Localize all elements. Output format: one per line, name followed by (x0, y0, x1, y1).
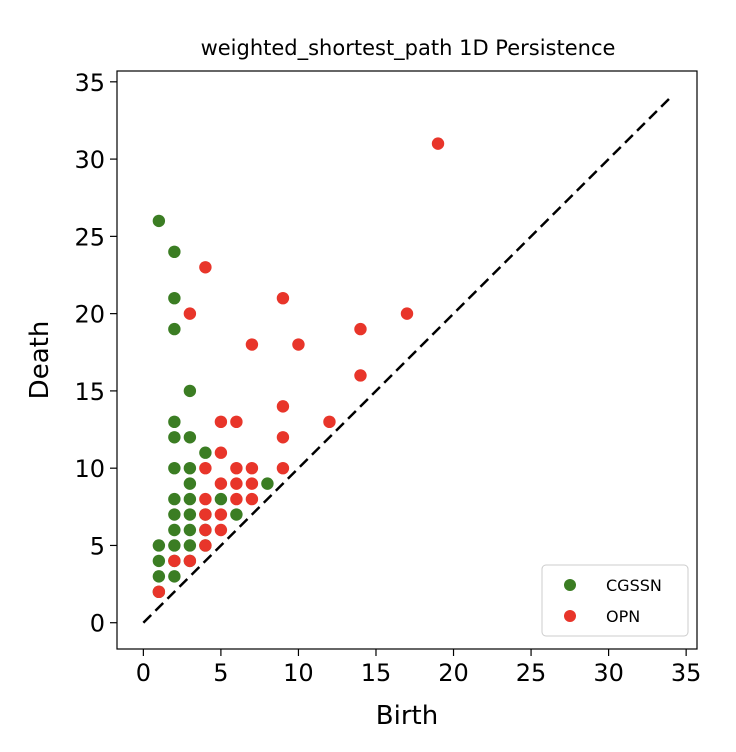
point-cgssn (168, 415, 181, 429)
y-tick-label: 20 (74, 301, 105, 329)
point-opn (214, 508, 228, 521)
point-opn (230, 477, 243, 490)
point-cgssn (168, 523, 181, 537)
point-cgssn (168, 539, 181, 552)
point-opn (199, 461, 212, 475)
point-opn (292, 338, 305, 351)
point-opn (214, 523, 228, 537)
point-cgssn (168, 508, 181, 521)
point-cgssn (230, 508, 243, 521)
point-cgssn (168, 322, 181, 336)
point-opn (214, 415, 228, 429)
x-tick-label: 30 (593, 659, 624, 687)
point-cgssn (168, 245, 181, 259)
chart-title: weighted_shortest_path 1D Persistence (201, 36, 616, 61)
point-opn (230, 461, 243, 475)
point-cgssn (183, 492, 197, 506)
point-opn (354, 369, 367, 382)
point-cgssn (152, 214, 166, 228)
point-opn (400, 307, 414, 320)
point-cgssn (183, 508, 197, 521)
y-tick-label: 35 (74, 69, 105, 97)
point-cgssn (152, 539, 166, 552)
point-opn (245, 338, 259, 351)
point-cgssn (261, 477, 274, 490)
diagonal-line (142, 96, 672, 624)
x-tick-label: 5 (213, 659, 228, 687)
legend-marker-cgssn (564, 579, 576, 591)
point-opn (230, 492, 243, 506)
y-axis: 0 5 10 15 20 25 30 35 (74, 69, 117, 638)
point-opn (431, 137, 445, 150)
point-opn (168, 554, 181, 568)
point-cgssn (183, 539, 197, 552)
legend-label-opn: OPN (606, 607, 640, 626)
plot-area (116, 70, 698, 650)
point-opn (276, 431, 290, 444)
data-points (152, 137, 445, 599)
point-opn (354, 322, 367, 336)
y-tick-label: 10 (74, 455, 105, 483)
point-cgssn (152, 570, 166, 583)
x-tick-label: 10 (283, 659, 314, 687)
point-opn (245, 492, 259, 506)
point-opn (276, 291, 290, 305)
point-cgssn (168, 461, 181, 475)
point-cgssn (168, 492, 181, 506)
x-tick-label: 25 (516, 659, 547, 687)
point-opn (230, 415, 243, 429)
y-tick-label: 25 (74, 223, 105, 251)
point-opn (214, 477, 228, 490)
point-opn (199, 261, 212, 274)
legend-marker-opn (564, 610, 576, 622)
point-cgssn (199, 446, 212, 459)
point-opn (276, 400, 290, 413)
x-tick-label: 15 (361, 659, 392, 687)
point-cgssn (183, 477, 197, 490)
x-axis: 0 5 10 15 20 25 30 35 (136, 649, 702, 687)
point-opn (245, 461, 259, 475)
x-tick-label: 35 (671, 659, 702, 687)
point-opn (276, 461, 290, 475)
point-opn (183, 307, 197, 320)
y-tick-label: 30 (74, 146, 105, 174)
point-cgssn (214, 492, 228, 506)
point-opn (214, 446, 228, 459)
point-opn (183, 554, 197, 568)
point-opn (199, 508, 212, 521)
x-axis-label: Birth (376, 701, 438, 731)
point-opn (323, 415, 336, 429)
y-tick-label: 15 (74, 378, 105, 406)
point-opn (199, 539, 212, 552)
point-cgssn (183, 431, 197, 444)
point-opn (245, 477, 259, 490)
point-opn (199, 492, 212, 506)
legend-box (541, 564, 689, 637)
point-cgssn (152, 554, 166, 568)
point-cgssn (168, 570, 181, 583)
point-cgssn (168, 291, 181, 305)
x-tick-label: 0 (136, 659, 151, 687)
legend-label-cgssn: CGSSN (606, 576, 662, 595)
point-cgssn (183, 523, 197, 537)
point-cgssn (183, 461, 197, 475)
point-cgssn (183, 384, 197, 398)
x-tick-label: 20 (438, 659, 469, 687)
legend: CGSSN OPN (541, 564, 689, 637)
point-cgssn (168, 431, 181, 444)
point-opn (199, 523, 212, 537)
y-tick-label: 5 (90, 532, 105, 560)
y-tick-label: 0 (90, 610, 105, 638)
point-opn (152, 585, 166, 599)
y-axis-label: Death (25, 321, 55, 400)
